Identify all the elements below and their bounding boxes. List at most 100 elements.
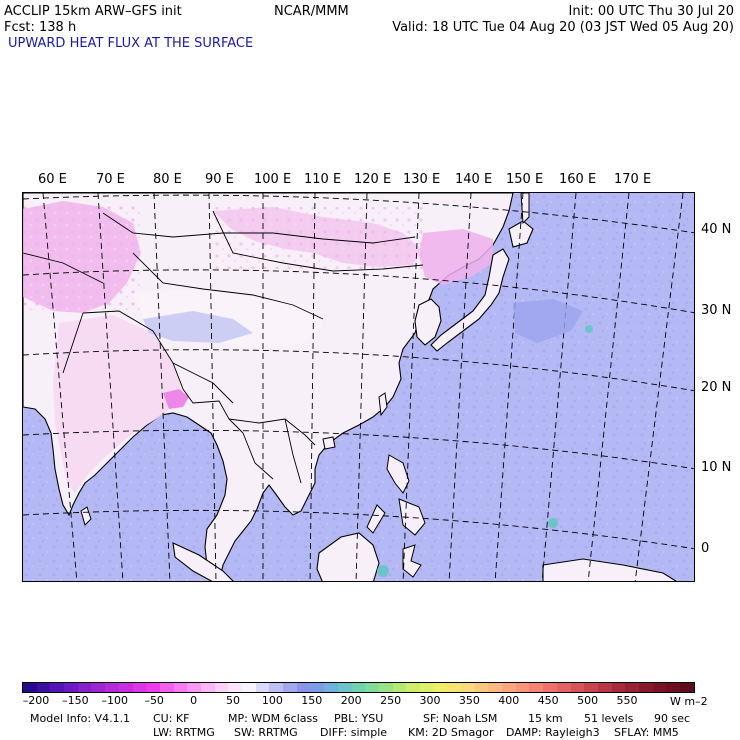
- colorbar-swatch: [337, 683, 352, 692]
- lat-label: 20 N: [701, 380, 732, 395]
- colorbar-swatch: [283, 683, 297, 692]
- colorbar-ticks: –200 –150 –100 –50 0 50 100 150 200 250 300 350 400 4…: [0, 694, 740, 708]
- bangladesh-strong: [163, 389, 189, 409]
- colorbar-tick-label: –150: [62, 694, 89, 707]
- lon-label: 80 E: [153, 172, 182, 187]
- colorbar-units: W m–2: [670, 695, 708, 708]
- colorbar-tick-label: 400: [498, 694, 520, 707]
- lat-label: 0: [701, 541, 710, 556]
- colorbar-swatch: [187, 683, 201, 692]
- lon-label: 120 E: [354, 172, 392, 187]
- lon-label: 110 E: [304, 172, 342, 187]
- colorbar-swatch: [584, 683, 598, 692]
- resolution: 15 km: [528, 712, 563, 725]
- colorbar-tick-label: 150: [301, 694, 323, 707]
- colorbar-swatch: [556, 683, 571, 692]
- colorbar-tick-label: –100: [101, 694, 129, 707]
- surface-scheme: SF: Noah LSM: [423, 712, 498, 725]
- map-panel: [22, 192, 695, 582]
- lon-label: 60 E: [38, 172, 67, 187]
- colorbar-swatch: [173, 683, 188, 692]
- colorbar-swatch: [406, 683, 420, 692]
- korea-land: [414, 298, 442, 346]
- colorbar-swatch: [310, 683, 325, 692]
- colorbar-swatch: [269, 683, 284, 692]
- lon-label: 140 E: [455, 172, 493, 187]
- colorbar-tick-label: 300: [419, 694, 441, 707]
- colorbar-swatch: [64, 683, 78, 692]
- center-name: NCAR/MMM: [274, 4, 349, 19]
- colorbar-swatch: [23, 683, 37, 692]
- lat-label: 30 N: [701, 303, 732, 318]
- colorbar-swatch: [543, 683, 557, 692]
- colorbar-swatch: [255, 683, 270, 692]
- sumatra-land: [172, 542, 234, 581]
- colorbar-swatch: [597, 683, 612, 692]
- cumulus-scheme: CU: KF: [153, 712, 190, 725]
- colorbar-tick-label: 500: [577, 694, 599, 707]
- valid-time: Valid: 18 UTC Tue 04 Aug 20 (03 JST Wed …: [392, 20, 734, 35]
- colorbar-swatch: [611, 683, 626, 692]
- colorbar-swatch: [118, 683, 133, 692]
- colorbar: [22, 682, 695, 693]
- colorbar-swatch: [324, 683, 338, 692]
- sakhalin-land: [520, 193, 530, 225]
- india-pink: [53, 315, 183, 493]
- colorbar-swatch: [447, 683, 461, 692]
- colorbar-swatch: [570, 683, 585, 692]
- lon-label: 130 E: [403, 172, 441, 187]
- field-title: UPWARD HEAT FLUX AT THE SURFACE: [8, 36, 254, 51]
- sulawesi-land: [402, 544, 422, 578]
- green-cell: [548, 518, 558, 528]
- lon-label: 100 E: [254, 172, 292, 187]
- eurasia-land: [23, 193, 514, 581]
- manchuria-pink: [419, 229, 493, 285]
- colorbar-swatch: [502, 683, 516, 692]
- colorbar-swatch: [242, 683, 256, 692]
- model-title: ACCLIP 15km ARW–GFS init: [4, 4, 182, 19]
- longwave-scheme: LW: RRTMG: [153, 726, 215, 739]
- kuroshio-patch: [513, 299, 583, 343]
- lat-label: 10 N: [701, 460, 732, 475]
- lon-label: 170 E: [614, 172, 652, 187]
- green-cell: [585, 325, 593, 333]
- sri-lanka-land: [80, 506, 92, 526]
- heat-flux-map: [23, 193, 694, 581]
- colorbar-swatch: [365, 683, 379, 692]
- colorbar-swatch: [488, 683, 503, 692]
- levels: 51 levels: [584, 712, 634, 725]
- colorbar-swatch: [214, 683, 229, 692]
- colorbar-swatch: [228, 683, 242, 692]
- new-guinea-land: [542, 558, 677, 581]
- lon-label: 150 E: [506, 172, 544, 187]
- colorbar-swatch: [378, 683, 393, 692]
- lon-label: 90 E: [205, 172, 234, 187]
- lat-label: 40 N: [701, 222, 732, 237]
- colorbar-tick-label: –50: [144, 694, 164, 707]
- colorbar-swatch: [666, 683, 680, 692]
- colorbar-swatch: [105, 683, 119, 692]
- eddy-coefficient: KM: 2D Smagor: [408, 726, 494, 739]
- colorbar-swatch: [680, 683, 694, 692]
- lon-label: 70 E: [96, 172, 125, 187]
- taiwan-land: [378, 392, 388, 417]
- colorbar-swatch: [132, 683, 147, 692]
- hokkaido-land: [508, 220, 534, 248]
- model-version: Model Info: V4.1.1: [30, 712, 131, 725]
- init-time: Init: 00 UTC Thu 30 Jul 20: [568, 4, 734, 19]
- colorbar-swatch: [50, 683, 65, 692]
- colorbar-swatch: [36, 683, 51, 692]
- borneo-land: [316, 532, 380, 581]
- colorbar-tick-label: 50: [226, 694, 240, 707]
- colorbar-tick-label: 0: [190, 694, 198, 707]
- colorbar-tick-label: 550: [616, 694, 638, 707]
- surface-layer: SFLAY: MM5: [614, 726, 679, 739]
- colorbar-swatch: [146, 683, 160, 692]
- colorbar-swatch: [91, 683, 106, 692]
- colorbar-tick-label: –200: [22, 694, 50, 707]
- colorbar-tick-label: 350: [458, 694, 480, 707]
- colorbar-swatch: [77, 683, 92, 692]
- forecast-hour: Fcst: 138 h: [4, 20, 77, 35]
- microphysics-scheme: MP: WDM 6class: [228, 712, 318, 725]
- colorbar-tick-label: 250: [380, 694, 402, 707]
